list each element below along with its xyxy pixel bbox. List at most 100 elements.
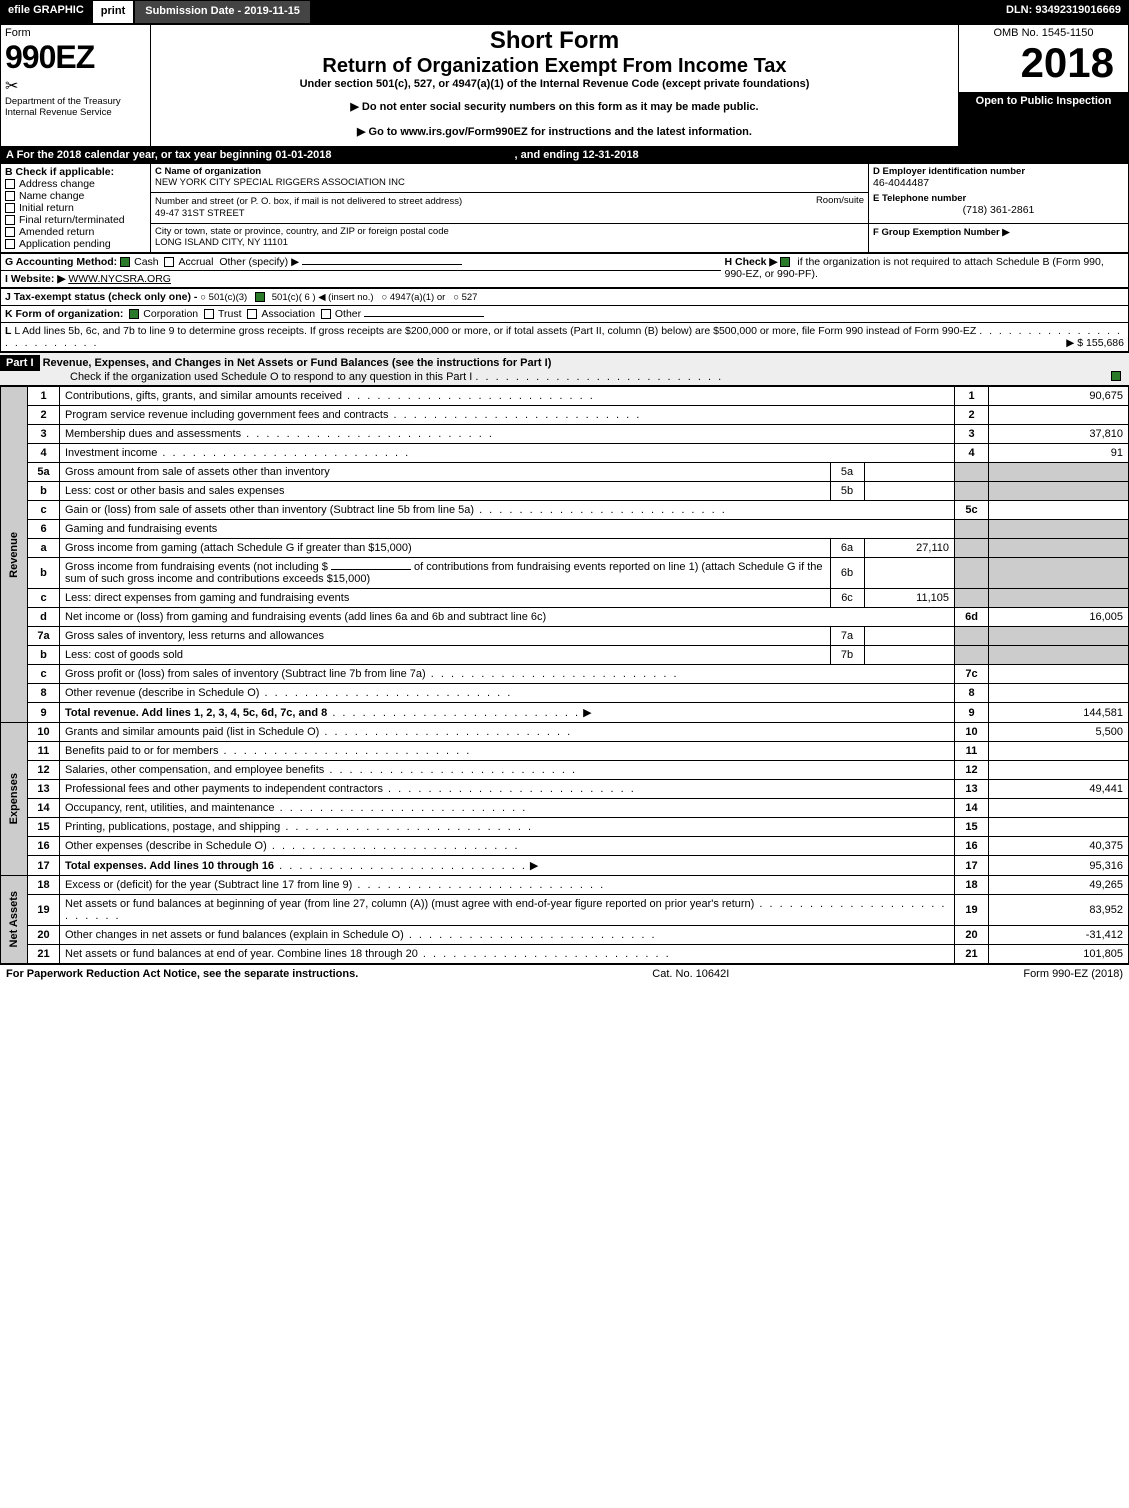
val-6c: 11,105	[864, 589, 954, 607]
dept-label: Department of the Treasury	[5, 96, 146, 107]
amt-5c	[989, 501, 1129, 520]
amt-10: 5,500	[989, 723, 1129, 742]
goto-link[interactable]: ▶ Go to www.irs.gov/Form990EZ for instru…	[155, 119, 954, 144]
amt-15	[989, 818, 1129, 837]
g-label: G Accounting Method:	[5, 256, 117, 268]
l-amount: ▶ $ 155,686	[1066, 337, 1124, 349]
page-footer: For Paperwork Reduction Act Notice, see …	[0, 964, 1129, 983]
amt-19: 83,952	[989, 895, 1129, 926]
street-label: Number and street (or P. O. box, if mail…	[155, 196, 462, 207]
amt-20: -31,412	[989, 926, 1129, 945]
footer-formref: Form 990-EZ (2018)	[1023, 968, 1123, 980]
amt-4: 91	[989, 444, 1129, 463]
chk-amended-return[interactable]	[5, 227, 15, 237]
box-i: I Website: ▶ WWW.NYCSRA.ORG	[1, 271, 721, 288]
return-title: Return of Organization Exempt From Incom…	[155, 55, 954, 78]
city-label: City or town, state or province, country…	[155, 226, 864, 237]
footer-left: For Paperwork Reduction Act Notice, see …	[6, 968, 358, 980]
form-header-table: Form 990EZ ✂ Department of the Treasury …	[0, 24, 1129, 147]
box-f: F Group Exemption Number ▶	[869, 224, 1129, 253]
box-l: L L Add lines 5b, 6c, and 7b to line 9 t…	[1, 323, 1129, 352]
part-i-lines-table: Revenue 1Contributions, gifts, grants, a…	[0, 386, 1129, 964]
amt-12	[989, 761, 1129, 780]
short-form-title: Short Form	[155, 27, 954, 55]
efile-label: efile GRAPHIC	[0, 0, 92, 24]
title-cell: Short Form Return of Organization Exempt…	[151, 25, 959, 93]
part-i-title: Revenue, Expenses, and Changes in Net As…	[43, 357, 552, 369]
box-k: K Form of organization: Corporation Trus…	[1, 306, 1129, 323]
chk-h[interactable]	[780, 257, 790, 267]
amt-1: 90,675	[989, 387, 1129, 406]
chk-address-change[interactable]	[5, 179, 15, 189]
org-name: NEW YORK CITY SPECIAL RIGGERS ASSOCIATIO…	[155, 177, 864, 188]
d-ein-label: D Employer identification number	[873, 166, 1124, 177]
tax-period-row: A For the 2018 calendar year, or tax yea…	[0, 147, 1129, 163]
chk-trust[interactable]	[204, 309, 214, 319]
chk-accrual[interactable]	[164, 257, 174, 267]
website-value[interactable]: WWW.NYCSRA.ORG	[68, 273, 171, 285]
footer-catno: Cat. No. 10642I	[358, 968, 1023, 980]
l-text: L Add lines 5b, 6c, and 7b to line 9 to …	[14, 325, 976, 337]
top-bar: efile GRAPHIC print Submission Date - 20…	[0, 0, 1129, 24]
amt-7c	[989, 665, 1129, 684]
e-phone-label: E Telephone number	[873, 193, 1124, 204]
box-c-name: C Name of organization NEW YORK CITY SPE…	[151, 164, 869, 193]
form-number-cell: Form 990EZ ✂ Department of the Treasury …	[1, 25, 151, 147]
j-k-l-rows: J Tax-exempt status (check only one) - ○…	[0, 288, 1129, 352]
open-public-box: Open to Public Inspection	[959, 92, 1129, 147]
val-6a: 27,110	[864, 539, 954, 557]
amt-14	[989, 799, 1129, 818]
d-ein-value: 46-4044487	[873, 177, 1124, 189]
amt-8	[989, 684, 1129, 703]
amt-16: 40,375	[989, 837, 1129, 856]
box-c-street: Number and street (or P. O. box, if mail…	[151, 192, 869, 223]
part-i-header-row: Part I Revenue, Expenses, and Changes in…	[0, 352, 1129, 386]
period-end: , and ending 12-31-2018	[515, 149, 639, 161]
e-phone-value: (718) 361-2861	[873, 204, 1124, 216]
f-group-label: F Group Exemption Number ▶	[873, 227, 1010, 238]
chk-application-pending[interactable]	[5, 239, 15, 249]
box-j: J Tax-exempt status (check only one) - ○…	[1, 289, 1129, 306]
netassets-section-label: Net Assets	[1, 876, 28, 964]
box-c-city: City or town, state or province, country…	[151, 224, 869, 253]
chk-schedule-o[interactable]	[1111, 371, 1121, 381]
form-word: Form	[5, 27, 146, 39]
chk-corp[interactable]	[129, 309, 139, 319]
part-i-label: Part I	[0, 355, 40, 371]
chk-assoc[interactable]	[247, 309, 257, 319]
amt-6d: 16,005	[989, 608, 1129, 627]
amt-9: 144,581	[989, 703, 1129, 723]
chk-name-change[interactable]	[5, 191, 15, 201]
period-begin: A For the 2018 calendar year, or tax yea…	[6, 149, 331, 161]
g-h-row: G Accounting Method: Cash Accrual Other …	[0, 253, 1129, 288]
k-label: K Form of organization:	[5, 308, 123, 320]
no-ssn-note: ▶ Do not enter social security numbers o…	[155, 94, 954, 119]
j-label: J Tax-exempt status (check only one) -	[5, 291, 197, 303]
topbar-spacer	[311, 0, 998, 24]
box-b: B Check if applicable: Address change Na…	[1, 164, 151, 253]
amt-11	[989, 742, 1129, 761]
c-name-label: C Name of organization	[155, 166, 864, 177]
revenue-section-label: Revenue	[1, 387, 28, 723]
print-button[interactable]: print	[92, 0, 134, 24]
chk-initial-return[interactable]	[5, 203, 15, 213]
box-b-title: B Check if applicable:	[5, 166, 146, 178]
box-h: H Check ▶ if the organization is not req…	[721, 254, 1129, 288]
omb-year-cell: OMB No. 1545-1150 2018	[959, 25, 1129, 93]
box-d-e: D Employer identification number 46-4044…	[869, 164, 1129, 224]
amt-18: 49,265	[989, 876, 1129, 895]
chk-cash[interactable]	[120, 257, 130, 267]
city-value: LONG ISLAND CITY, NY 11101	[155, 237, 864, 248]
h-label: H Check ▶	[725, 256, 778, 268]
amt-2	[989, 406, 1129, 425]
chk-501c[interactable]	[255, 292, 265, 302]
submission-date: Submission Date - 2019-11-15	[134, 0, 311, 24]
chk-other-org[interactable]	[321, 309, 331, 319]
chk-final-return[interactable]	[5, 215, 15, 225]
street-value: 49-47 31ST STREET	[155, 208, 245, 219]
dln-label: DLN: 93492319016669	[998, 0, 1129, 24]
i-label: I Website: ▶	[5, 273, 65, 285]
form-number: 990EZ	[5, 39, 146, 76]
amt-13: 49,441	[989, 780, 1129, 799]
box-g: G Accounting Method: Cash Accrual Other …	[1, 254, 721, 271]
